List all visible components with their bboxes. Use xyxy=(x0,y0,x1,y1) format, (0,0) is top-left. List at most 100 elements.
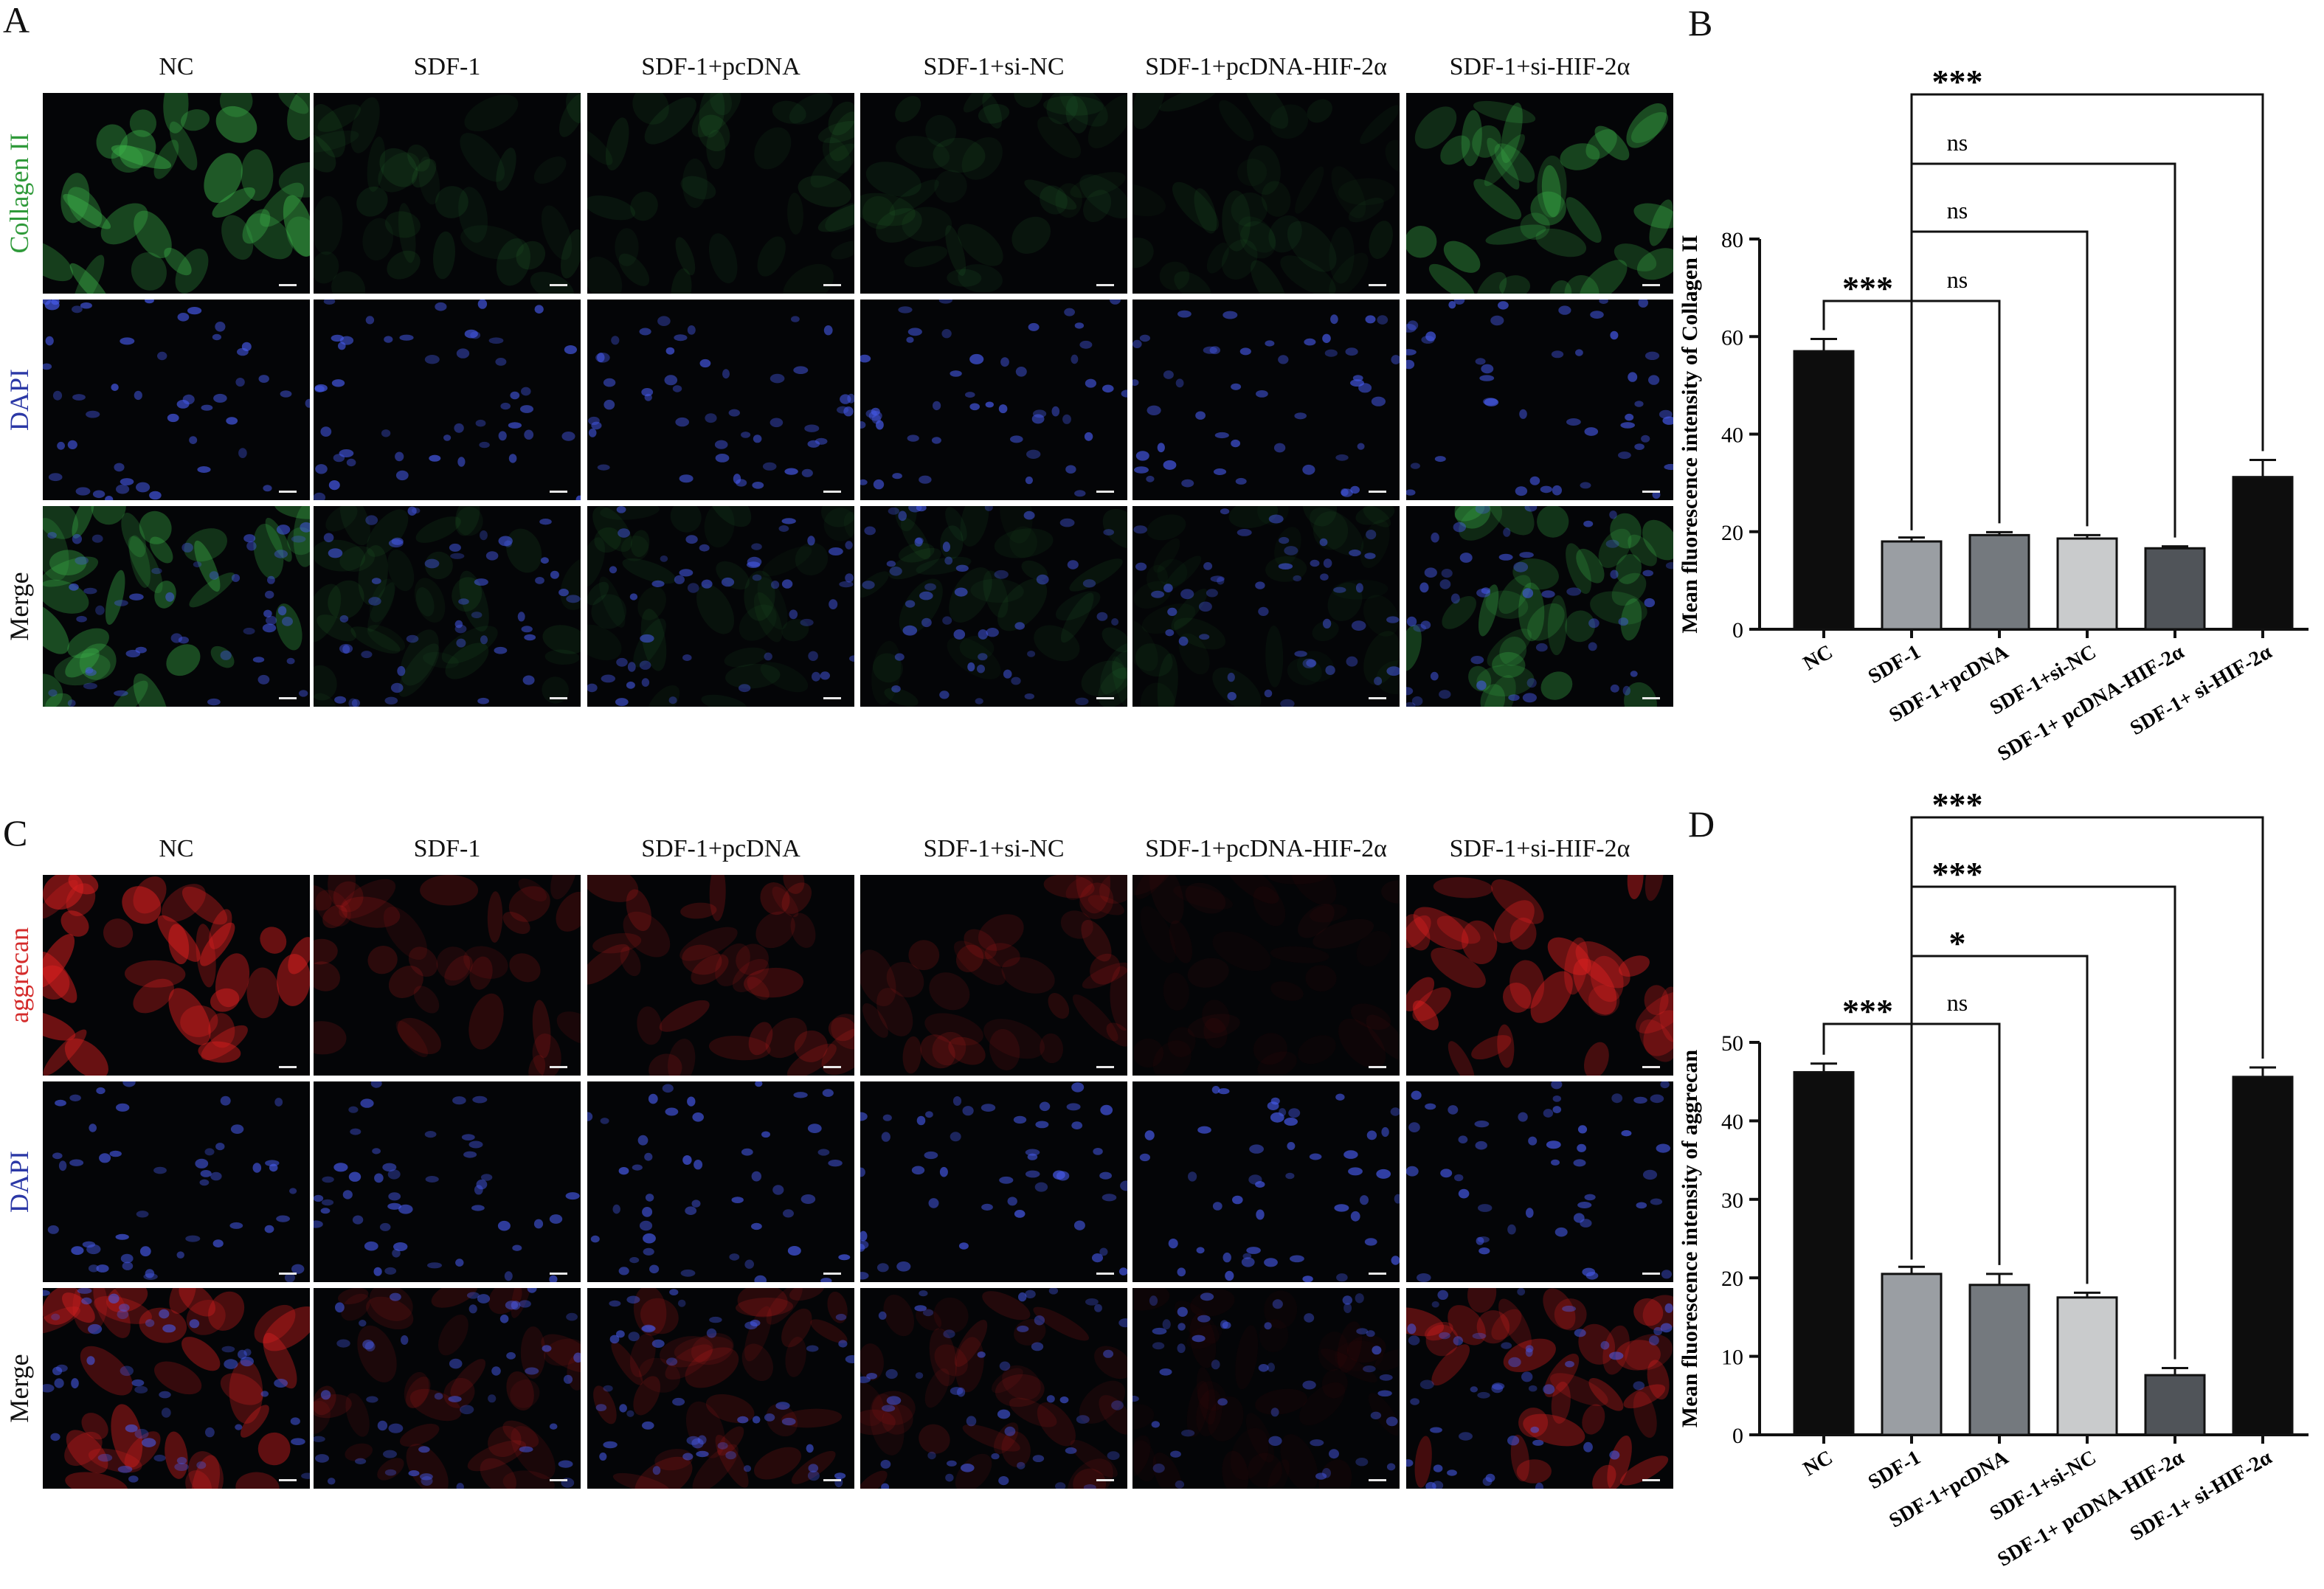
category-label-0: NC xyxy=(1799,1446,1837,1481)
column-title-c-4: SDF-1+pcDNA-HIF-2α xyxy=(1145,835,1387,862)
significance-label-0: *** xyxy=(1842,992,1893,1030)
micrograph-merge-4 xyxy=(1132,506,1400,707)
micrograph-dapi-2 xyxy=(587,1081,854,1282)
column-title-a-4: SDF-1+pcDNA-HIF-2α xyxy=(1145,53,1387,80)
micrograph-marker-1 xyxy=(314,875,581,1076)
bar-0 xyxy=(1793,350,1855,631)
scale-bar xyxy=(550,284,567,286)
column-title-c-0: NC xyxy=(159,835,194,862)
row-label-c-1: DAPI xyxy=(4,1151,34,1214)
scale-bar xyxy=(1369,491,1386,493)
scale-bar xyxy=(279,1066,297,1068)
micrograph-merge-2 xyxy=(587,1288,854,1489)
y-tick-label: 40 xyxy=(1721,1109,1743,1134)
scale-bar xyxy=(1369,1066,1386,1068)
y-tick-label: 60 xyxy=(1721,325,1743,350)
scale-bar xyxy=(823,1066,841,1068)
bar-1 xyxy=(1881,540,1943,631)
scale-bar xyxy=(1096,697,1114,699)
scale-bar xyxy=(823,284,841,286)
bar-3 xyxy=(2056,1296,2118,1436)
micrograph-image xyxy=(593,1288,854,1489)
micrograph-image xyxy=(43,875,310,1076)
y-tick-label: 10 xyxy=(1721,1346,1743,1370)
scale-bar xyxy=(1096,284,1114,286)
micrograph-image xyxy=(43,1288,310,1489)
micrograph-dapi-2 xyxy=(587,300,854,500)
category-label-5: SDF-1+ si-HIF-2α xyxy=(2126,1446,2276,1545)
bar-0 xyxy=(1793,1070,1855,1436)
category-label-0: NC xyxy=(1799,640,1837,675)
micrograph-image xyxy=(1132,1288,1398,1489)
y-tick-label: 40 xyxy=(1721,423,1743,448)
scale-bar xyxy=(550,1066,567,1068)
micrograph-dapi-5 xyxy=(1406,1081,1673,1282)
scale-bar xyxy=(1642,1273,1660,1275)
scale-bar xyxy=(279,697,297,699)
row-label-c-2: Merge xyxy=(4,1354,34,1423)
micrograph-image xyxy=(587,506,854,707)
row-label-c-0: aggrecan xyxy=(4,927,34,1023)
micrograph-image xyxy=(43,506,310,707)
significance-label-3: *** xyxy=(1932,855,1983,893)
y-tick-label: 30 xyxy=(1721,1188,1743,1213)
micrograph-image xyxy=(1406,100,1673,294)
significance-bracket-4 xyxy=(1910,93,2264,530)
bar-5 xyxy=(2232,1076,2294,1436)
bar-2 xyxy=(1968,533,2030,631)
micrograph-marker-5 xyxy=(1406,93,1673,294)
y-tick-label: 0 xyxy=(1732,1424,1743,1448)
significance-label-1: ns xyxy=(1947,266,1968,293)
bar-1 xyxy=(1881,1273,1943,1436)
scale-bar xyxy=(1369,1273,1386,1275)
micrograph-image xyxy=(1132,506,1400,707)
micrograph-merge-5 xyxy=(1406,506,1673,707)
panel-label-a: A xyxy=(3,0,30,41)
bar-5 xyxy=(2232,476,2294,631)
y-axis-label: Mean fluorescence intensity of Collagen … xyxy=(1678,235,1702,633)
micrograph-image xyxy=(860,1082,1127,1280)
micrograph-image xyxy=(1406,506,1673,707)
scale-bar xyxy=(550,697,567,699)
micrograph-image xyxy=(314,506,581,707)
bar-chart-b: 0 20 40 60 80 Mean fluorescence intensity of … xyxy=(1678,63,2309,766)
scale-bar xyxy=(1369,1479,1386,1481)
y-tick-label: 80 xyxy=(1721,228,1743,252)
micrograph-dapi-5 xyxy=(1406,300,1673,500)
column-title-c-2: SDF-1+pcDNA xyxy=(641,835,800,862)
panel-label-b: B xyxy=(1688,2,1713,44)
scale-bar xyxy=(550,1273,567,1275)
y-tick-label: 50 xyxy=(1721,1031,1743,1056)
micrograph-dapi-0 xyxy=(43,1081,310,1282)
micrograph-image xyxy=(1406,1288,1673,1489)
micrograph-marker-2 xyxy=(587,875,854,1076)
micrograph-marker-4 xyxy=(1132,93,1400,294)
micrograph-image xyxy=(1406,1081,1672,1282)
panel-label-d: D xyxy=(1688,803,1715,845)
micrograph-image xyxy=(314,300,581,500)
micrograph-image xyxy=(860,300,1127,497)
significance-label-3: ns xyxy=(1947,129,1968,156)
y-axis-label: Mean fluorescence intensity of aggrecan xyxy=(1678,1050,1702,1427)
significance-bracket-1 xyxy=(1910,1022,2001,1265)
category-label-1: SDF-1 xyxy=(1864,1446,1925,1494)
significance-label-0: *** xyxy=(1842,269,1893,307)
micrograph-merge-1 xyxy=(314,506,581,707)
micrograph-image xyxy=(47,1081,305,1282)
scale-bar xyxy=(279,1273,297,1275)
micrograph-marker-2 xyxy=(587,93,854,294)
micrograph-dapi-1 xyxy=(314,300,581,500)
scale-bar xyxy=(1096,491,1114,493)
significance-bracket-4 xyxy=(1910,816,2264,1260)
scale-bar xyxy=(279,1479,297,1481)
scale-bar xyxy=(1642,1479,1660,1481)
panel-label-c: C xyxy=(3,812,28,854)
y-tick-label: 20 xyxy=(1721,1267,1743,1291)
column-title-a-0: NC xyxy=(159,53,194,80)
micrograph-merge-1 xyxy=(314,1288,581,1489)
significance-label-2: * xyxy=(1949,924,1966,962)
micrograph-merge-0 xyxy=(43,1288,310,1489)
y-tick-label: 0 xyxy=(1732,618,1743,643)
category-label-5: SDF-1+ si-HIF-2α xyxy=(2126,640,2276,740)
significance-label-1: ns xyxy=(1947,989,1968,1016)
